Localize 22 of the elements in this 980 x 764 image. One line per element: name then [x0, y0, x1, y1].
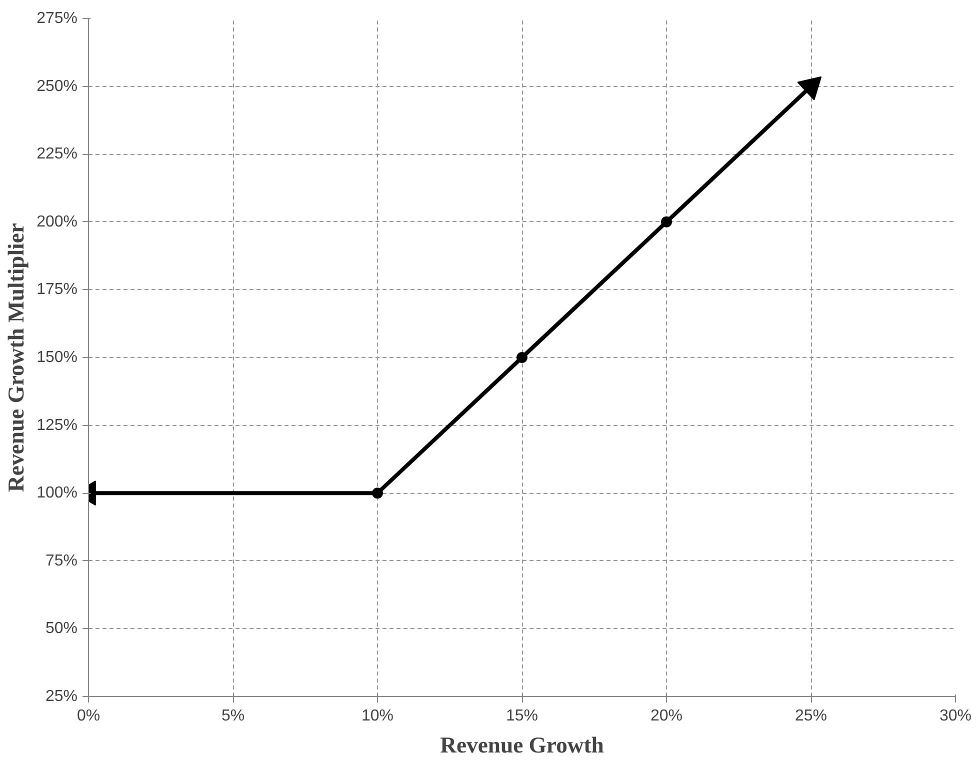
y-tick-label: 275% — [36, 10, 78, 27]
y-axis-title: Revenue Growth Multiplier — [4, 223, 29, 492]
y-tick-label: 25% — [45, 688, 78, 705]
x-axis-title: Revenue Growth — [440, 732, 604, 758]
point — [516, 352, 528, 363]
x-tick-label: 25% — [794, 708, 828, 724]
x-tick-label: 30% — [939, 708, 972, 724]
y-tick-label: 225% — [36, 146, 78, 163]
x-tick-label: 0% — [76, 708, 100, 724]
x-tick-label: 10% — [361, 708, 394, 724]
x-tick-label: 20% — [650, 708, 683, 724]
x-tick-label: 5% — [221, 708, 245, 724]
y-tick-label: 175% — [36, 281, 78, 298]
x-tick-label: 15% — [506, 708, 538, 724]
y-tick-label: 75% — [45, 552, 78, 570]
y-tick-label: 200% — [36, 213, 78, 230]
y-tick-label: 150% — [36, 349, 78, 366]
point — [661, 216, 672, 228]
y-tick-label: 125% — [36, 416, 78, 434]
y-tick-label: 100% — [36, 484, 78, 502]
y-tick-label: 50% — [45, 620, 78, 638]
y-tick-label: 250% — [36, 78, 78, 95]
